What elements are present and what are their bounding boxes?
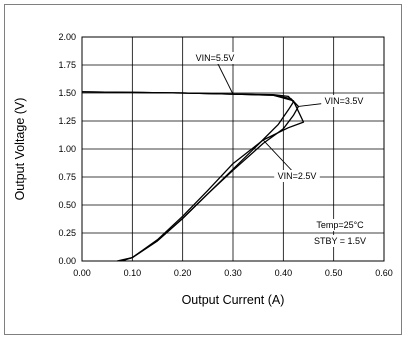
y-tick-label: 0.00 [58,256,76,266]
y-tick-label: 0.75 [58,172,76,182]
annotation-background [274,170,320,182]
annotation-background [309,235,371,247]
series-line-vin-2-5v [81,91,305,262]
plot-area-border [81,36,385,262]
annotation-background [314,219,366,231]
series-line-vin-5-5v [81,91,295,262]
x-tick-label: 0.00 [73,268,91,278]
x-tick-label: 0.30 [224,268,242,278]
annotation-vin-5-5v: VIN=5.5V [196,53,235,63]
y-tick-label: 1.00 [58,144,76,154]
annotation-temp-25-c: Temp=25°C [316,220,364,230]
series-layer [81,91,305,262]
x-tick-label: 0.60 [375,268,393,278]
x-tick-labels: 0.00 0.10 0.20 0.30 0.40 0.50 0.60 [73,268,393,278]
y-tick-labels: 0.00 0.25 0.50 0.75 1.00 1.25 1.50 1.75 2.00 [58,32,76,266]
annotation-stby-1-5v: STBY = 1.5V [314,236,366,246]
x-tick-label: 0.20 [174,268,192,278]
y-tick-label: 1.50 [58,88,76,98]
y-tick-label: 1.75 [58,60,76,70]
y-tick-label: 0.25 [58,228,76,238]
annotations: VIN=5.5V VIN=3.5V VIN=2.5V Temp=25°C STBY = … [192,52,371,247]
x-tick-label: 0.10 [124,268,142,278]
x-tick-label: 0.40 [275,268,293,278]
x-tick-label: 0.50 [325,268,343,278]
annotation-background [192,52,238,64]
annotation-leader [214,57,234,95]
annotation-vin-2-5v: VIN=2.5V [278,171,317,181]
x-axis-title: Output Current (A) [182,293,285,307]
series-line-vin-3-5v [81,91,300,262]
y-tick-label: 1.25 [58,116,76,126]
annotation-vin-3-5v: VIN=3.5V [325,96,364,106]
y-axis-title: Output Voltage (V) [13,98,27,201]
y-tick-label: 2.00 [58,32,76,42]
annotation-background [321,95,367,107]
y-tick-label: 0.50 [58,200,76,210]
grid [82,37,384,261]
